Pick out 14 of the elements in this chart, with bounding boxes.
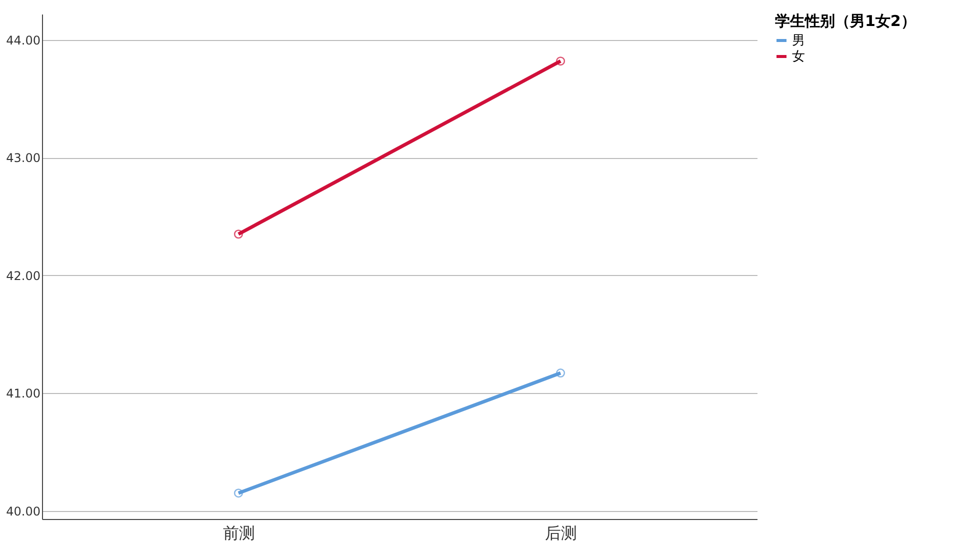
y-tick-label: 43.00 xyxy=(6,151,40,166)
point xyxy=(234,230,243,239)
legend-label: 男 xyxy=(792,34,805,48)
legend-title: 学生性别（男1女2） xyxy=(775,12,916,30)
x-tick-label: 后测 xyxy=(545,524,578,542)
legend-label: 女 xyxy=(792,50,805,64)
y-tick-label: 41.00 xyxy=(6,386,40,401)
point xyxy=(556,368,566,378)
y-tick-label: 42.00 xyxy=(6,268,40,283)
point xyxy=(234,488,243,498)
x-tick-label: 前测 xyxy=(222,524,255,542)
y-tick-label: 40.00 xyxy=(6,504,40,518)
point xyxy=(556,56,566,66)
y-tick-label: 44.00 xyxy=(6,33,40,48)
